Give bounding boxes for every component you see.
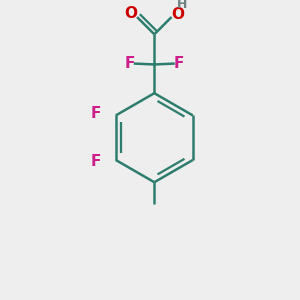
Text: O: O: [171, 7, 184, 22]
Text: F: F: [173, 56, 184, 70]
Text: F: F: [125, 56, 135, 70]
Text: H: H: [177, 0, 188, 11]
Text: O: O: [124, 6, 137, 21]
Text: F: F: [91, 106, 101, 121]
Text: F: F: [91, 154, 101, 169]
